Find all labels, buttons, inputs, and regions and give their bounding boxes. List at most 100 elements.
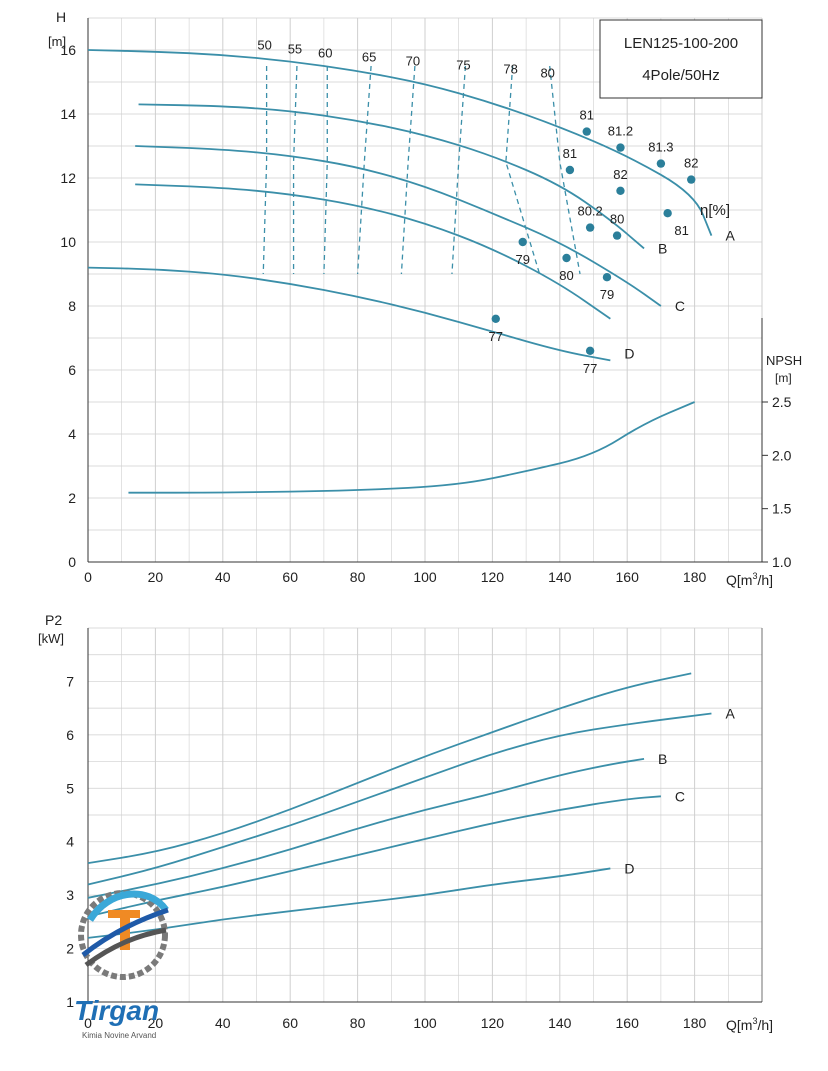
p2-axis-unit: [kW] [38,631,64,646]
power-curve-c [87,795,662,918]
x-tick-label-bottom: 60 [282,1015,298,1031]
head-curves: 50 55 60 65 70 75 78 80 81 81.2 81.3 82 81 82 81 80.2 80… [87,38,735,494]
efficiency-point [585,346,595,355]
power-curve-a [87,712,712,886]
x-tick-label-top: 100 [413,569,437,585]
efficiency-point [585,223,595,232]
head-curve-d [135,183,611,320]
efficiency-point [616,186,625,195]
y-tick-label-bottom: 2 [66,941,74,957]
efficiency-point-label: 81 [674,223,688,238]
curve-end-label: C [675,298,685,314]
x-tick-label-top: 0 [84,569,92,585]
efficiency-point-label: 77 [583,361,597,376]
power-curve-b [87,758,645,899]
efficiency-contour [451,65,467,275]
head-curve-a [87,49,713,236]
efficiency-contour [549,65,581,275]
x-tick-label-bottom: 100 [413,1015,437,1031]
tirgan-logo: Tirgan Kimia Novine Arvand [74,890,169,1040]
x-tick-label-bottom: 40 [215,1015,231,1031]
y-tick-label-top: 14 [60,106,76,122]
x-tick-label-top: 80 [350,569,366,585]
h-axis-label: H [56,9,66,25]
y2-tick-label: 2.0 [772,447,792,463]
y2-tick-label: 2.5 [772,394,792,410]
y-tick-label-top: 10 [60,234,76,250]
efficiency-label: η[%] [700,202,730,219]
x-tick-label-bottom: 140 [548,1015,572,1031]
efficiency-point [663,209,672,218]
chart-title: LEN125-100-200 [624,35,738,52]
efficiency-point-label: 81.3 [648,140,673,155]
efficiency-contour [262,66,268,275]
x-tick-label-top: 120 [481,569,505,585]
y-tick-label-top: 0 [68,554,76,570]
power-curves: A B C D [87,672,735,939]
efficiency-point [656,159,666,168]
x-tick-label-top: 60 [282,569,298,585]
efficiency-contour-label: 70 [406,54,420,69]
y-tick-label-top: 4 [68,426,76,442]
efficiency-point [518,237,527,247]
efficiency-point-label: 79 [515,252,529,267]
efficiency-point-label: 80 [559,268,573,283]
efficiency-contour-label: 65 [362,50,376,65]
efficiency-point-label: 80.2 [577,204,602,219]
head-curve-e [87,266,611,362]
efficiency-contour [356,65,372,275]
efficiency-contour [292,65,298,274]
x-tick-label-bottom: 20 [148,1015,164,1031]
head-curve-b [138,103,645,250]
y-tick-label-top: 8 [68,298,76,314]
efficiency-point-label: 82 [684,156,698,171]
efficiency-contour-label: 55 [288,42,302,57]
power-curve-label: A [725,705,735,721]
logo-tagline: Kimia Novine Arvand [82,1031,156,1040]
efficiency-point-label: 80 [610,212,624,227]
efficiency-point [562,253,571,263]
efficiency-contour-label: 60 [318,46,332,61]
x-tick-label-top: 160 [616,569,640,585]
efficiency-point [616,143,625,152]
x-tick-label-bottom: 120 [481,1015,505,1031]
logo-brand: Tirgan [74,995,159,1026]
power-chart-grid [87,627,763,1003]
efficiency-contour-label: 75 [456,58,470,73]
q-axis-label-top: Q[m3/h] [726,571,773,588]
efficiency-point-label: 79 [600,287,614,302]
x-tick-label-top: 20 [148,569,164,585]
npsh-axis-label: NPSH [766,353,802,368]
y-tick-label-bottom: 1 [66,994,74,1010]
efficiency-contour [505,65,541,275]
curve-end-label: D [624,345,634,361]
y-tick-label-top: 12 [60,170,76,186]
efficiency-point-label: 77 [489,329,503,344]
x-tick-label-top: 180 [683,569,707,585]
efficiency-point [687,175,696,184]
y2-tick-label: 1.5 [772,501,792,517]
power-curve-label: D [624,860,634,876]
efficiency-point [582,127,591,136]
efficiency-contour [400,65,416,275]
head-chart-grid [87,17,763,563]
head-curve-c [135,145,662,307]
efficiency-point [612,231,622,240]
efficiency-point-label: 81 [563,146,577,161]
y-tick-label-bottom: 5 [66,780,74,796]
x-tick-label-bottom: 160 [616,1015,640,1031]
efficiency-point [491,314,500,323]
efficiency-contour-label: 50 [257,38,271,53]
efficiency-point [602,273,612,282]
curve-end-label: B [658,240,667,256]
efficiency-point [565,165,575,175]
y-tick-label-top: 2 [68,490,76,506]
y-tick-label-bottom: 7 [66,673,74,689]
power-curve-a-max [87,672,692,864]
y-tick-label-top: 16 [60,42,76,58]
x-tick-label-top: 40 [215,569,231,585]
efficiency-contour-label: 80 [540,66,554,81]
x-tick-label-bottom: 0 [84,1015,92,1031]
y-tick-label-top: 6 [68,362,76,378]
